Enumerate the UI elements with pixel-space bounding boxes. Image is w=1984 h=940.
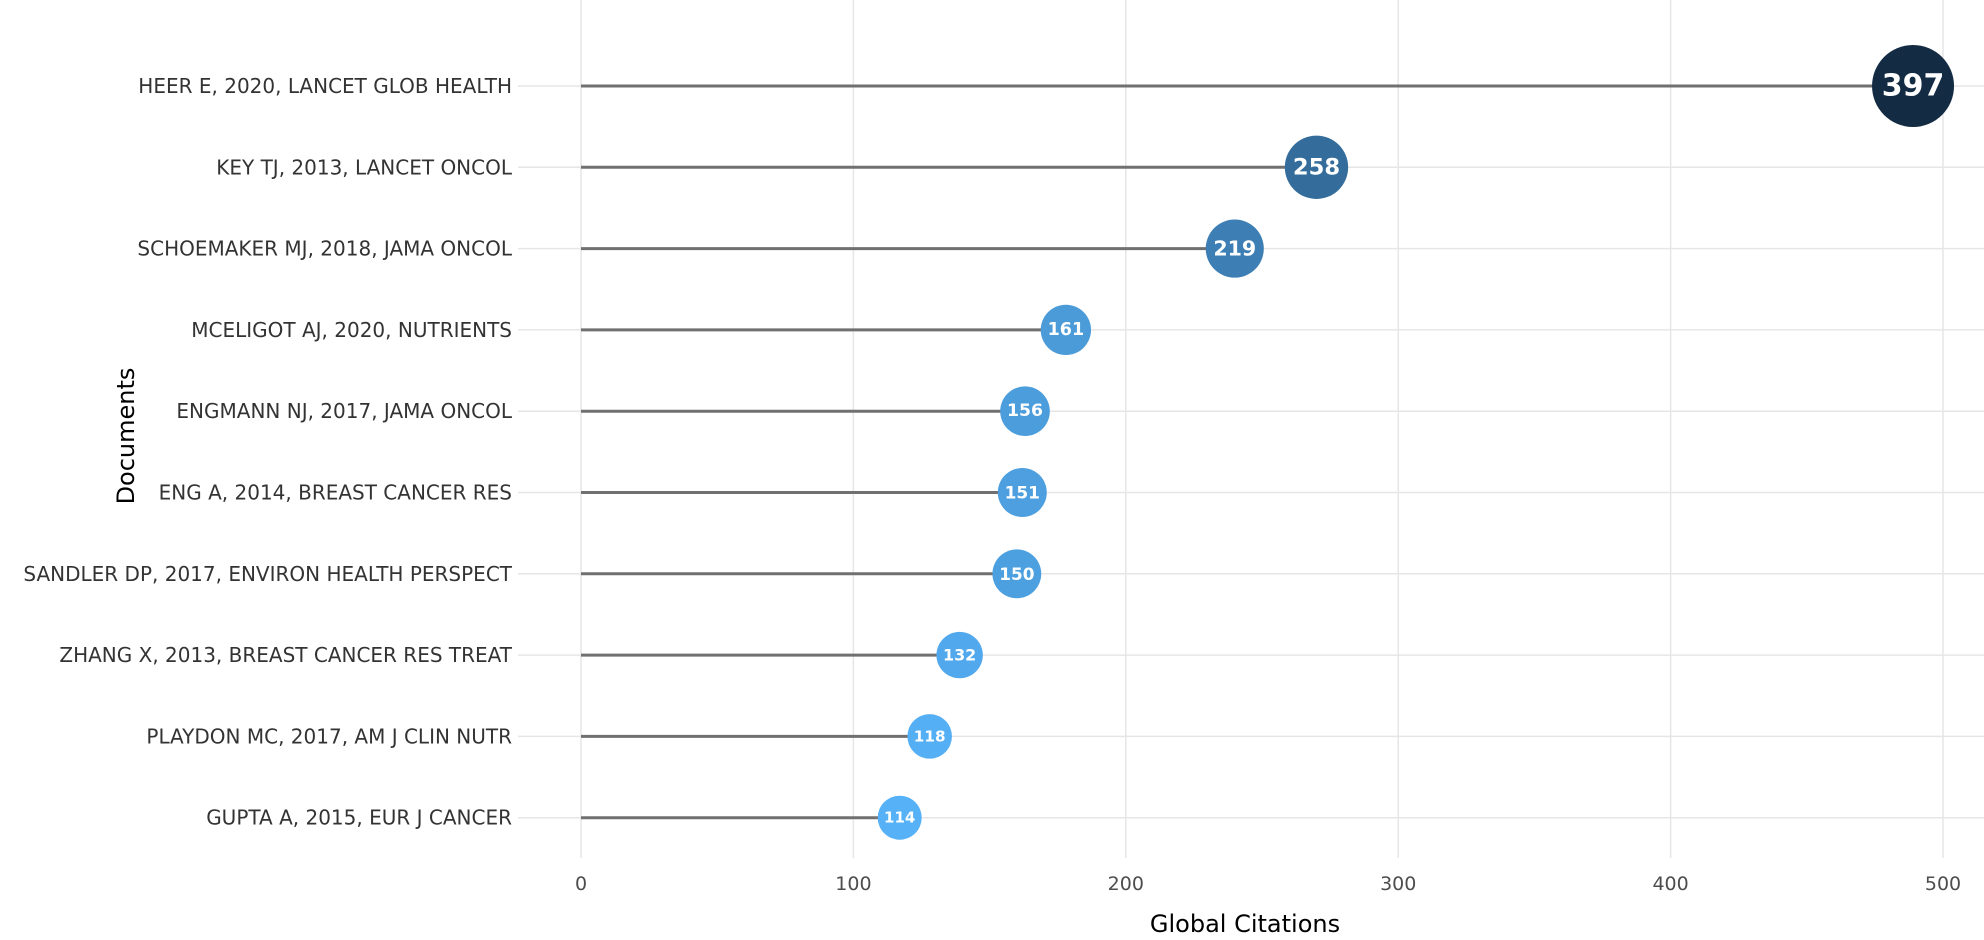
data-label: 161 [1048, 320, 1085, 340]
data-point [936, 631, 983, 679]
data-point [997, 468, 1047, 517]
data-point [992, 549, 1042, 599]
y-tick-label: ZHANG X, 2013, BREAST CANCER RES TREAT [59, 643, 512, 667]
y-tick-labels: HEER E, 2020, LANCET GLOB HEALTH KEY TJ, … [23, 74, 512, 830]
data-label: 114 [884, 809, 915, 827]
y-tick-label: MCELIGOT AJ, 2020, NUTRIENTS [191, 318, 512, 342]
data-label: 219 [1213, 237, 1256, 261]
y-tick-label: ENG A, 2014, BREAST CANCER RES [159, 481, 512, 505]
y-tick-label: GUPTA A, 2015, EUR J CANCER [206, 806, 512, 830]
data-point [1284, 135, 1349, 199]
x-tick-labels: 0 100 200 300 400 500 [575, 873, 1961, 895]
data-label: 397 [1882, 69, 1945, 104]
x-axis-title: Global Citations [1150, 910, 1340, 938]
data-point [877, 795, 922, 840]
stem-layer [581, 84, 1914, 820]
x-tick-label: 200 [1108, 873, 1144, 895]
y-tick-label: KEY TJ, 2013, LANCET ONCOL [216, 155, 513, 179]
x-tick-label: 100 [835, 873, 871, 895]
data-point [1040, 304, 1092, 356]
y-tick-label: HEER E, 2020, LANCET GLOB HEALTH [138, 74, 512, 98]
bubble-layer: 397 258 219 161 156 151 150 132 118 114 [877, 45, 1955, 840]
x-tick-label: 0 [575, 873, 587, 895]
x-tick-label: 300 [1380, 873, 1416, 895]
x-tick-label: 500 [1925, 873, 1961, 895]
data-label: 151 [1005, 483, 1040, 503]
y-axis-title: Documents [112, 368, 140, 505]
y-tick-label: SANDLER DP, 2017, ENVIRON HEALTH PERSPEC… [23, 562, 512, 586]
data-point [907, 714, 952, 759]
data-point [1205, 219, 1264, 278]
x-tick-label: 400 [1652, 873, 1688, 895]
data-point [1872, 45, 1955, 127]
data-label: 258 [1293, 154, 1340, 180]
y-tick-label: ENGMANN NJ, 2017, JAMA ONCOL [176, 399, 512, 423]
data-label: 132 [943, 646, 976, 665]
y-tick-label: PLAYDON MC, 2017, AM J CLIN NUTR [146, 724, 512, 748]
data-label: 118 [914, 727, 946, 745]
data-point [1000, 386, 1050, 437]
y-tick-label: SCHOEMAKER MJ, 2018, JAMA ONCOL [137, 237, 512, 261]
grid-layer [518, 0, 1984, 858]
data-label: 150 [999, 564, 1034, 584]
data-label: 156 [1007, 401, 1043, 421]
